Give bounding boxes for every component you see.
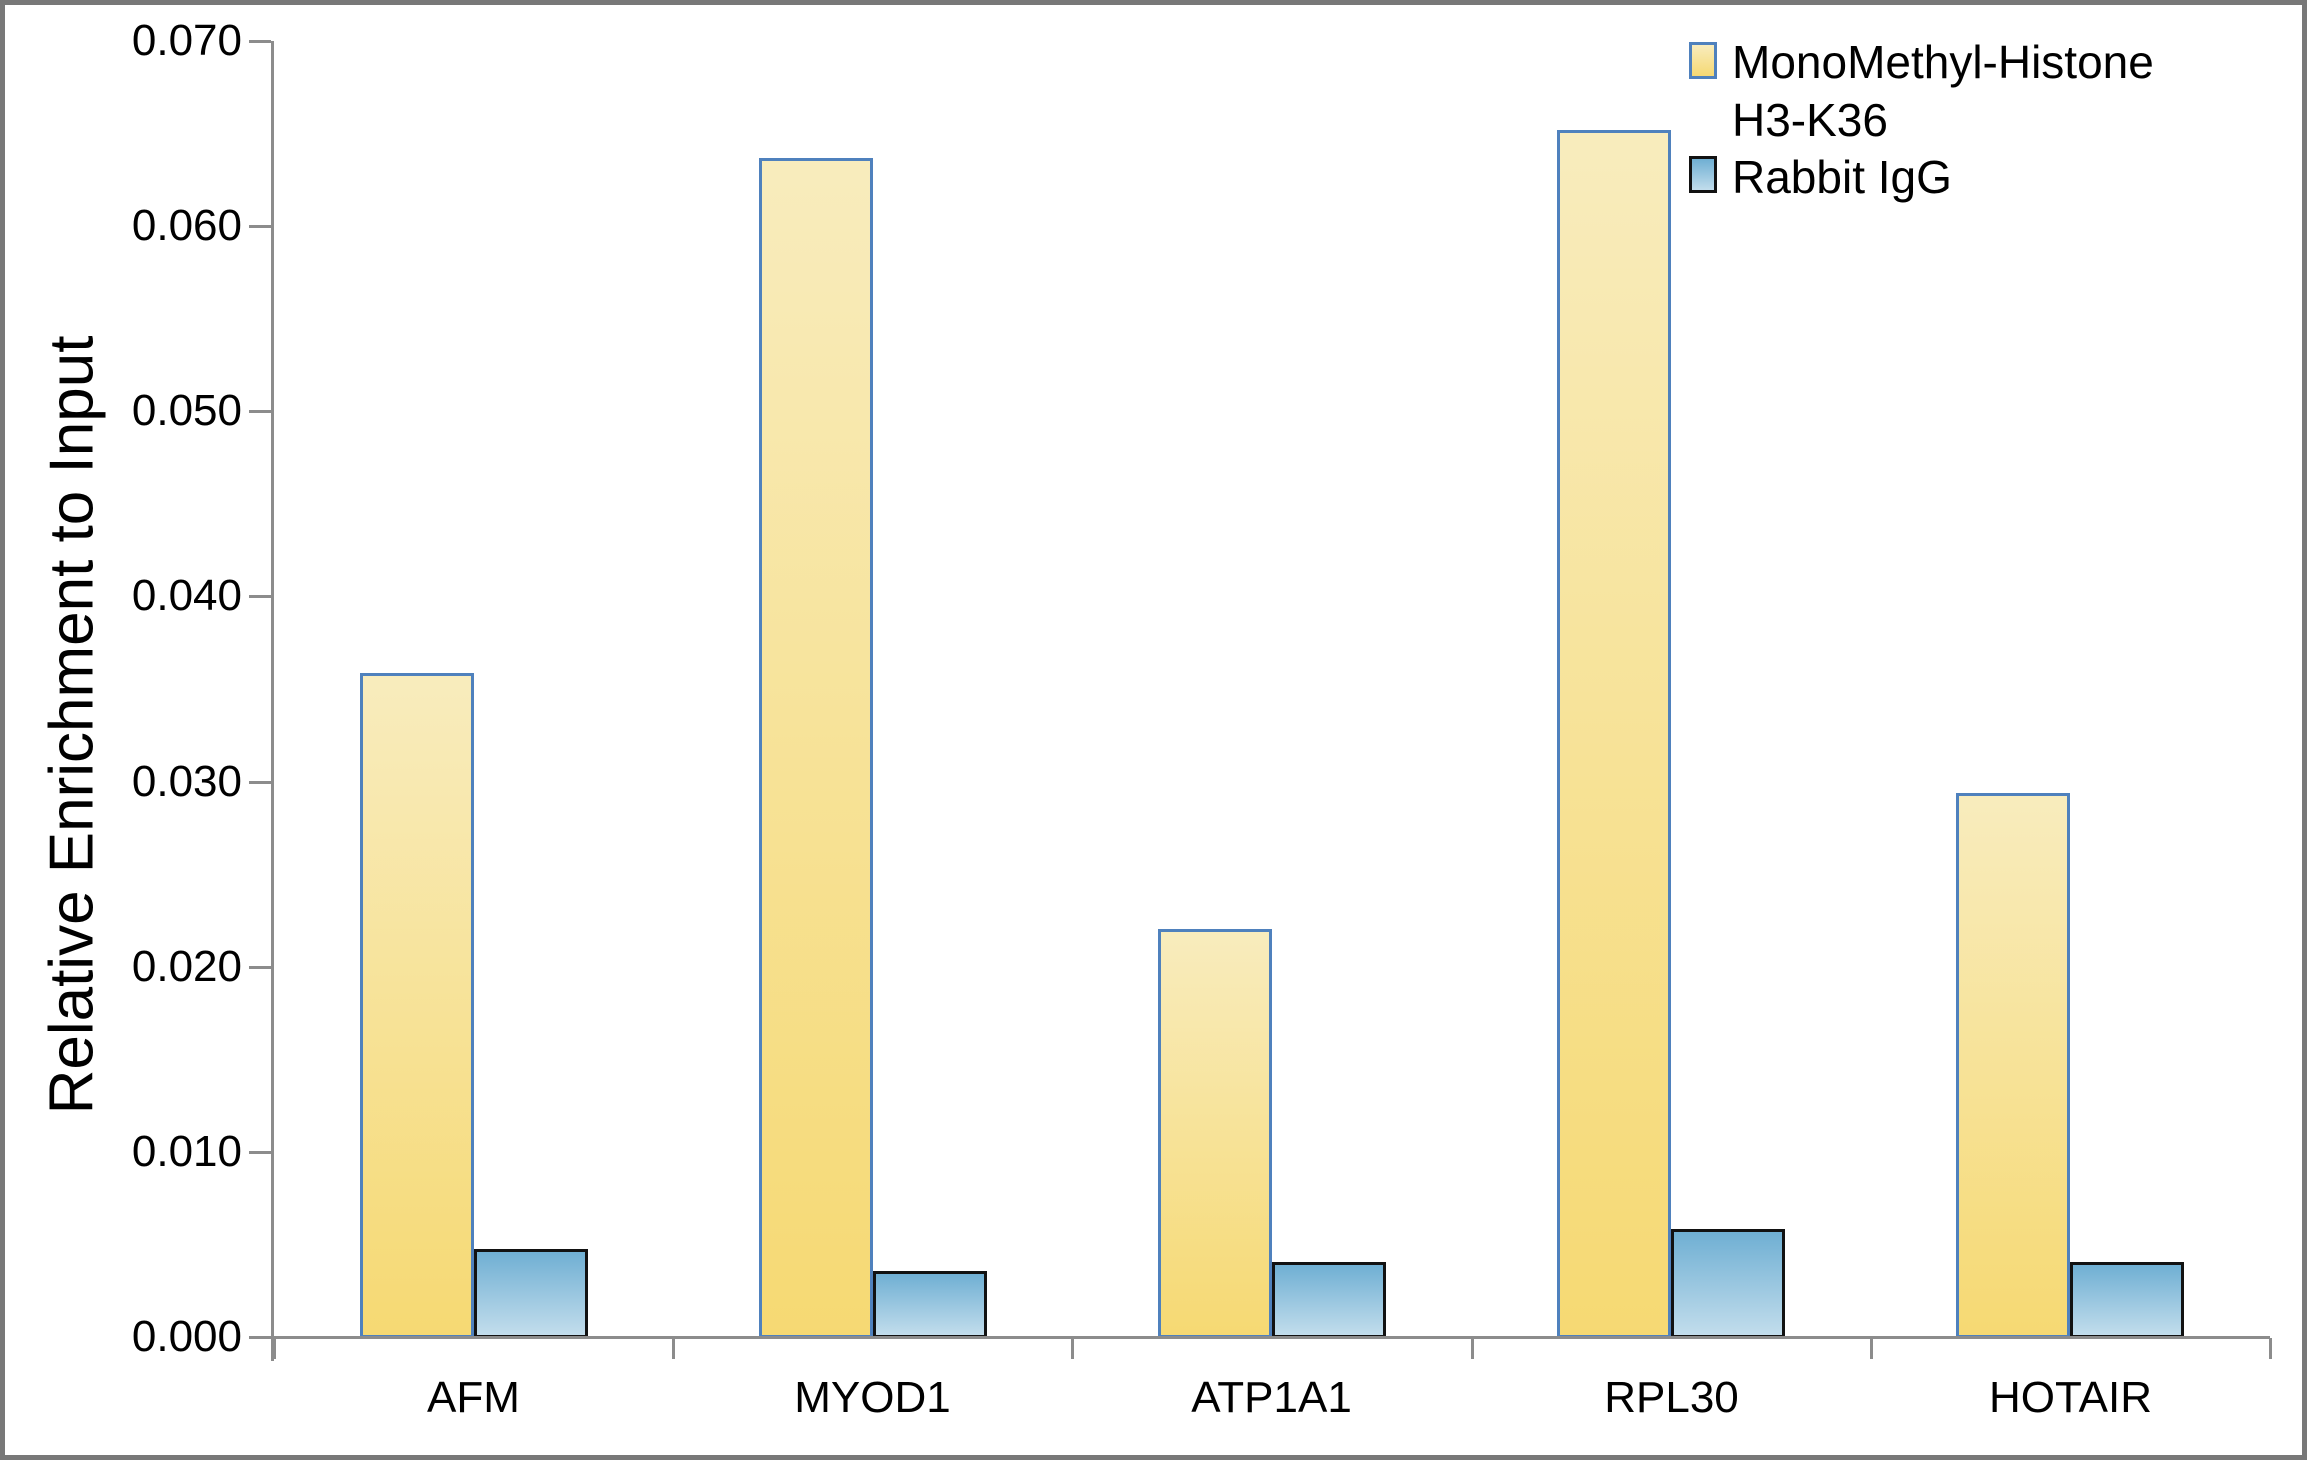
y-axis-tick bbox=[249, 595, 271, 598]
y-axis-tick-label: 0.000 bbox=[131, 1312, 242, 1361]
y-axis-tick bbox=[249, 966, 271, 969]
bar-igg-rpl30 bbox=[1671, 1229, 1785, 1338]
bar-h3k36-hotair bbox=[1956, 793, 2070, 1338]
legend-label-line: MonoMethyl-Histone bbox=[1732, 36, 2154, 88]
x-axis-boundary-tick bbox=[1471, 1338, 1474, 1359]
legend-label-monomethyl-histone: MonoMethyl-Histone H3-K36 bbox=[1732, 33, 2154, 149]
legend-label-line: H3-K36 bbox=[1732, 94, 1888, 146]
y-axis-tick bbox=[249, 1151, 271, 1154]
x-axis-boundary-tick bbox=[672, 1338, 675, 1359]
x-axis-category-label: HOTAIR bbox=[1989, 1373, 2152, 1422]
bar-igg-hotair bbox=[2070, 1262, 2184, 1338]
x-axis-boundary-tick bbox=[1071, 1338, 1074, 1359]
legend-label-rabbit-igg: Rabbit IgG bbox=[1732, 148, 1952, 206]
bar-h3k36-atp1a1 bbox=[1158, 929, 1272, 1338]
bar-h3k36-afm bbox=[360, 673, 474, 1338]
x-axis-category-label: ATP1A1 bbox=[1191, 1373, 1352, 1422]
legend-swatch-monomethyl-histone bbox=[1689, 42, 1717, 79]
y-axis-title: Relative Enrichment to Input bbox=[37, 335, 107, 1115]
y-axis-tick-label: 0.040 bbox=[131, 571, 242, 620]
y-axis-line bbox=[271, 41, 274, 1361]
y-axis-tick-label: 0.070 bbox=[131, 16, 242, 65]
bar-igg-afm bbox=[474, 1249, 588, 1338]
y-axis-tick bbox=[249, 40, 271, 43]
y-axis-tick-label: 0.030 bbox=[131, 757, 242, 806]
y-axis-tick bbox=[249, 225, 271, 228]
x-axis-category-label: MYOD1 bbox=[794, 1373, 951, 1422]
y-axis-tick bbox=[249, 410, 271, 413]
bar-h3k36-rpl30 bbox=[1557, 130, 1671, 1338]
legend-swatch-rabbit-igg bbox=[1689, 156, 1717, 193]
bar-igg-myod1 bbox=[873, 1271, 987, 1338]
y-axis-tick bbox=[249, 1336, 271, 1339]
y-axis-tick-label: 0.020 bbox=[131, 942, 242, 991]
bar-igg-atp1a1 bbox=[1272, 1262, 1386, 1338]
y-axis-tick-label: 0.010 bbox=[131, 1127, 242, 1176]
legend-label-line: Rabbit IgG bbox=[1732, 151, 1952, 203]
x-axis-boundary-tick bbox=[273, 1338, 276, 1359]
y-axis-tick bbox=[249, 781, 271, 784]
x-axis-boundary-tick bbox=[1870, 1338, 1873, 1359]
x-axis-category-label: RPL30 bbox=[1604, 1373, 1739, 1422]
y-axis-tick-label: 0.050 bbox=[131, 386, 242, 435]
bar-h3k36-myod1 bbox=[759, 158, 873, 1338]
x-axis-category-label: AFM bbox=[427, 1373, 520, 1422]
x-axis-line bbox=[271, 1336, 2270, 1339]
y-axis-tick-label: 0.060 bbox=[131, 201, 242, 250]
x-axis-boundary-tick bbox=[2269, 1338, 2272, 1359]
